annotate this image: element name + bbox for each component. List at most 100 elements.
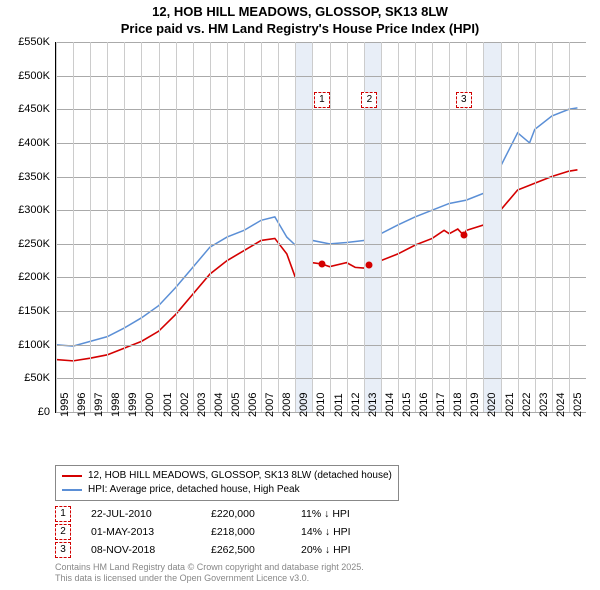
x-axis-label: 2020 bbox=[486, 393, 498, 417]
x-axis-label: 1998 bbox=[110, 393, 122, 417]
x-axis-label: 2013 bbox=[367, 393, 379, 417]
x-axis-label: 2007 bbox=[264, 393, 276, 417]
x-axis-label: 2021 bbox=[504, 393, 516, 417]
gridline-v bbox=[261, 42, 262, 412]
x-axis-label: 2025 bbox=[572, 393, 584, 417]
plot-region: 123 bbox=[55, 42, 586, 413]
gridline-v bbox=[569, 42, 570, 412]
chart-area: 123 £0£50K£100K£150K£200K£250K£300K£350K… bbox=[55, 42, 585, 432]
gridline-v bbox=[90, 42, 91, 412]
x-axis-label: 1999 bbox=[127, 393, 139, 417]
gridline-v bbox=[347, 42, 348, 412]
y-axis-label: £350K bbox=[18, 171, 50, 183]
y-axis-label: £300K bbox=[18, 204, 50, 216]
x-axis-label: 2006 bbox=[247, 393, 259, 417]
y-axis-label: £400K bbox=[18, 137, 50, 149]
x-axis-label: 1995 bbox=[59, 393, 71, 417]
gridline-h bbox=[56, 244, 586, 245]
x-axis-label: 2012 bbox=[350, 393, 362, 417]
sales-row: 308-NOV-2018£262,50020% ↓ HPI bbox=[55, 541, 391, 559]
legend-label: 12, HOB HILL MEADOWS, GLOSSOP, SK13 8LW … bbox=[88, 469, 392, 483]
gridline-v bbox=[295, 42, 296, 412]
title-line-2: Price paid vs. HM Land Registry's House … bbox=[0, 21, 600, 38]
gridline-h bbox=[56, 311, 586, 312]
y-axis-label: £450K bbox=[18, 103, 50, 115]
sales-date: 08-NOV-2018 bbox=[91, 544, 211, 556]
gridline-v bbox=[159, 42, 160, 412]
sales-date: 22-JUL-2010 bbox=[91, 508, 211, 520]
gridline-h bbox=[56, 143, 586, 144]
x-axis-label: 2017 bbox=[435, 393, 447, 417]
x-axis-label: 2002 bbox=[179, 393, 191, 417]
gridline-v bbox=[501, 42, 502, 412]
gridline-v bbox=[193, 42, 194, 412]
gridline-v bbox=[244, 42, 245, 412]
gridline-h bbox=[56, 109, 586, 110]
x-axis-label: 2010 bbox=[315, 393, 327, 417]
legend-row: 12, HOB HILL MEADOWS, GLOSSOP, SK13 8LW … bbox=[62, 469, 392, 483]
sales-row-marker: 1 bbox=[55, 506, 71, 522]
sales-date: 01-MAY-2013 bbox=[91, 526, 211, 538]
gridline-v bbox=[73, 42, 74, 412]
gridline-v bbox=[398, 42, 399, 412]
gridline-v bbox=[107, 42, 108, 412]
sale-dot-1 bbox=[318, 261, 325, 268]
x-axis-label: 2009 bbox=[298, 393, 310, 417]
sale-dot-2 bbox=[366, 262, 373, 269]
gridline-h bbox=[56, 277, 586, 278]
gridline-h bbox=[56, 378, 586, 379]
gridline-h bbox=[56, 42, 586, 43]
x-axis-label: 2015 bbox=[401, 393, 413, 417]
x-axis-label: 2016 bbox=[418, 393, 430, 417]
gridline-v bbox=[56, 42, 57, 412]
gridline-h bbox=[56, 210, 586, 211]
sales-table: 1 22-JUL-2010£220,00011% ↓ HPI 2 01-MAY-201… bbox=[55, 505, 391, 559]
x-axis-label: 2011 bbox=[333, 393, 345, 417]
legend: 12, HOB HILL MEADOWS, GLOSSOP, SK13 8LW … bbox=[55, 465, 399, 501]
y-axis-label: £50K bbox=[24, 372, 50, 384]
gridline-v bbox=[141, 42, 142, 412]
sales-delta: 11% ↓ HPI bbox=[301, 508, 391, 520]
x-axis-label: 2000 bbox=[144, 393, 156, 417]
x-axis-label: 1996 bbox=[76, 393, 88, 417]
x-axis-label: 2019 bbox=[469, 393, 481, 417]
legend-swatch bbox=[62, 475, 82, 477]
y-axis-label: £500K bbox=[18, 70, 50, 82]
gridline-h bbox=[56, 345, 586, 346]
gridline-v bbox=[124, 42, 125, 412]
sales-delta: 14% ↓ HPI bbox=[301, 526, 391, 538]
y-axis-label: £200K bbox=[18, 271, 50, 283]
title-line-1: 12, HOB HILL MEADOWS, GLOSSOP, SK13 8LW bbox=[0, 4, 600, 21]
x-axis-label: 2018 bbox=[452, 393, 464, 417]
sales-row: 2 01-MAY-2013£218,00014% ↓ HPI bbox=[55, 523, 391, 541]
gridline-h bbox=[56, 177, 586, 178]
sales-price: £220,000 bbox=[211, 508, 301, 520]
sale-marker-1: 1 bbox=[314, 92, 330, 108]
gridline-h bbox=[56, 76, 586, 77]
legend-label: HPI: Average price, detached house, High… bbox=[88, 483, 300, 497]
y-axis-label: £250K bbox=[18, 238, 50, 250]
gridline-v bbox=[483, 42, 484, 412]
gridline-v bbox=[535, 42, 536, 412]
y-axis-label: £150K bbox=[18, 305, 50, 317]
x-axis-label: 2014 bbox=[384, 393, 396, 417]
x-axis-label: 2023 bbox=[538, 393, 550, 417]
x-axis-label: 2004 bbox=[213, 393, 225, 417]
footer-attribution: Contains HM Land Registry data © Crown c… bbox=[55, 562, 364, 585]
gridline-v bbox=[449, 42, 450, 412]
sales-row-marker: 2 bbox=[55, 524, 71, 540]
sales-price: £218,000 bbox=[211, 526, 301, 538]
y-axis-label: £550K bbox=[18, 36, 50, 48]
footer-line-2: This data is licensed under the Open Gov… bbox=[55, 573, 364, 584]
sale-marker-3: 3 bbox=[456, 92, 472, 108]
y-axis-label: £0 bbox=[38, 406, 50, 418]
chart-title: 12, HOB HILL MEADOWS, GLOSSOP, SK13 8LW … bbox=[0, 0, 600, 38]
x-axis-label: 2022 bbox=[521, 393, 533, 417]
y-axis-label: £100K bbox=[18, 339, 50, 351]
sales-row: 1 22-JUL-2010£220,00011% ↓ HPI bbox=[55, 505, 391, 523]
sales-price: £262,500 bbox=[211, 544, 301, 556]
x-axis-label: 2001 bbox=[162, 393, 174, 417]
gridline-v bbox=[381, 42, 382, 412]
sales-delta: 20% ↓ HPI bbox=[301, 544, 391, 556]
x-axis-label: 2003 bbox=[196, 393, 208, 417]
